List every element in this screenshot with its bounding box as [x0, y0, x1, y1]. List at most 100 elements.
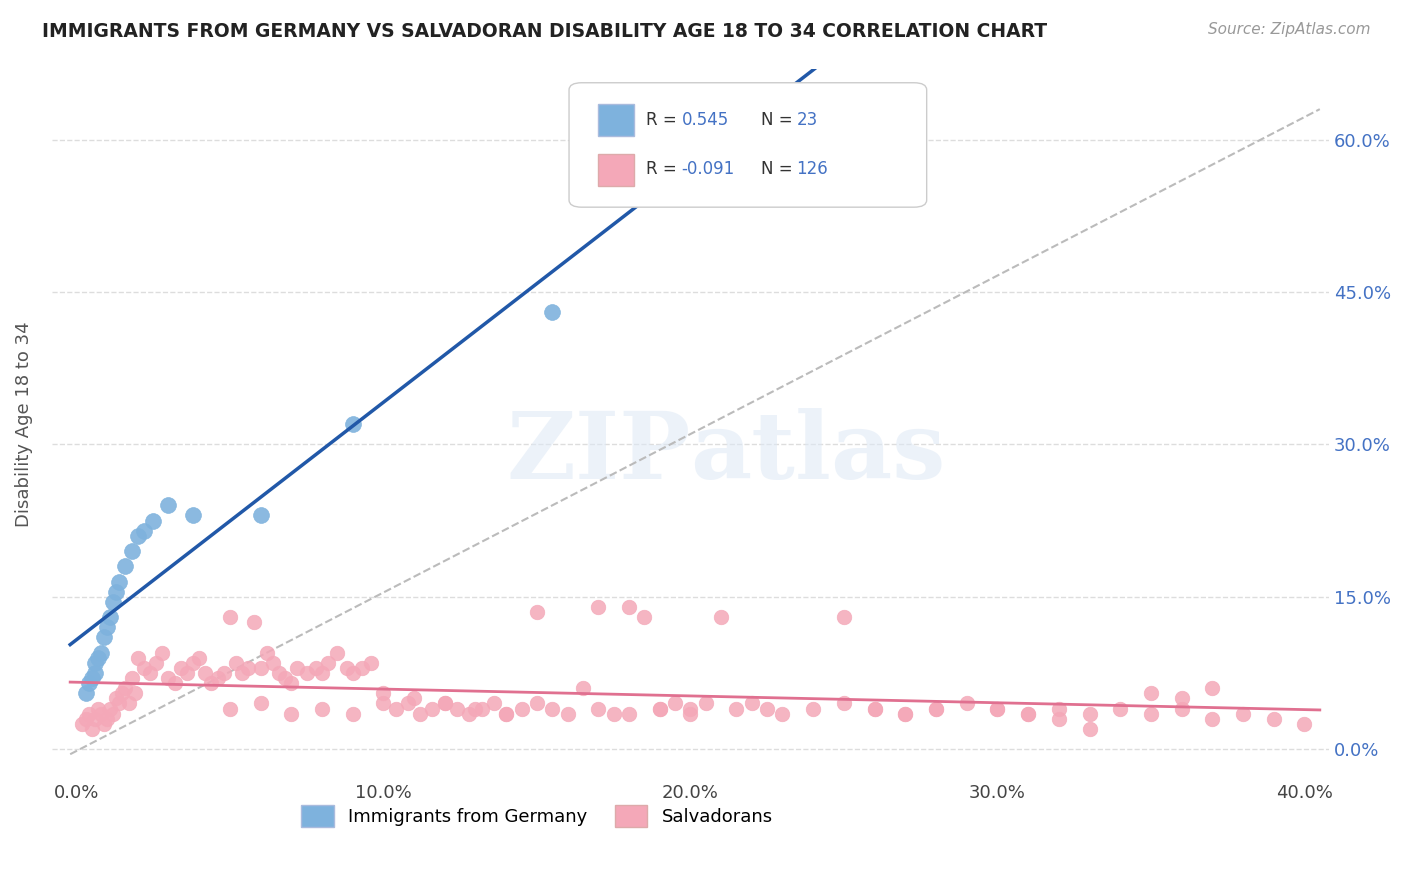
Point: [72, 716, 94, 731]
Point: [433, 697, 456, 711]
Point: [117, 697, 139, 711]
Point: [311, 701, 333, 715]
Point: [132, 524, 155, 538]
Point: [1047, 701, 1070, 715]
Point: [863, 701, 886, 715]
Point: [572, 681, 595, 696]
Point: [316, 656, 339, 670]
Point: [127, 529, 149, 543]
Point: [1140, 686, 1163, 700]
Point: [495, 706, 517, 721]
Point: [150, 646, 173, 660]
Point: [925, 701, 948, 715]
Point: [373, 697, 395, 711]
Point: [384, 701, 406, 715]
Point: [249, 508, 271, 523]
Point: [75, 686, 97, 700]
Point: [588, 701, 610, 715]
Point: [163, 676, 186, 690]
Point: [458, 706, 481, 721]
Point: [1078, 706, 1101, 721]
Text: 126: 126: [796, 161, 828, 178]
Point: [433, 697, 456, 711]
Point: [83, 656, 105, 670]
Point: [1263, 712, 1285, 726]
Point: [170, 661, 193, 675]
Point: [422, 701, 444, 715]
Point: [679, 706, 702, 721]
Point: [1170, 701, 1192, 715]
Point: [90, 646, 112, 660]
Point: [510, 701, 533, 715]
Point: [96, 712, 118, 726]
Point: [863, 701, 886, 715]
Point: [396, 697, 419, 711]
Point: [446, 701, 468, 715]
Point: [710, 610, 733, 624]
Legend: Immigrants from Germany, Salvadorans: Immigrants from Germany, Salvadorans: [294, 798, 780, 835]
Point: [541, 701, 564, 715]
Point: [243, 615, 266, 629]
Point: [124, 686, 146, 700]
Text: R =: R =: [645, 161, 676, 178]
Point: [1294, 716, 1316, 731]
Point: [925, 701, 948, 715]
Point: [105, 691, 128, 706]
Point: [482, 697, 505, 711]
Point: [108, 574, 131, 589]
Point: [402, 691, 425, 706]
Text: atlas: atlas: [690, 408, 946, 498]
Point: [756, 701, 779, 715]
Point: [274, 671, 297, 685]
Point: [648, 701, 671, 715]
FancyBboxPatch shape: [599, 153, 634, 186]
Point: [305, 661, 328, 675]
Point: [181, 508, 204, 523]
Point: [181, 656, 204, 670]
Point: [342, 706, 364, 721]
Point: [80, 671, 103, 685]
Point: [648, 701, 671, 715]
Point: [894, 706, 917, 721]
Point: [1170, 691, 1192, 706]
Point: [98, 610, 121, 624]
Point: [157, 671, 180, 685]
Point: [741, 697, 763, 711]
Point: [342, 665, 364, 680]
Point: [101, 706, 124, 721]
Point: [188, 650, 211, 665]
Text: IMMIGRANTS FROM GERMANY VS SALVADORAN DISABILITY AGE 18 TO 34 CORRELATION CHART: IMMIGRANTS FROM GERMANY VS SALVADORAN DI…: [42, 22, 1047, 41]
Point: [121, 544, 143, 558]
Point: [409, 706, 432, 721]
Point: [249, 697, 271, 711]
Point: [335, 661, 357, 675]
Point: [200, 676, 222, 690]
Point: [1047, 712, 1070, 726]
Point: [212, 665, 235, 680]
Point: [360, 656, 382, 670]
Text: 23: 23: [796, 111, 818, 128]
Point: [111, 686, 134, 700]
Point: [495, 706, 517, 721]
Point: [157, 499, 180, 513]
Point: [93, 716, 115, 731]
Text: N =: N =: [761, 161, 792, 178]
Point: [287, 661, 309, 675]
Point: [121, 671, 143, 685]
Point: [262, 656, 284, 670]
Text: N =: N =: [761, 111, 792, 128]
Point: [1078, 722, 1101, 736]
Point: [139, 665, 162, 680]
Point: [280, 676, 302, 690]
Point: [83, 665, 105, 680]
Point: [77, 706, 100, 721]
Point: [218, 701, 240, 715]
Point: [342, 417, 364, 431]
Point: [249, 661, 271, 675]
Point: [373, 686, 395, 700]
Point: [93, 631, 115, 645]
Point: [83, 712, 105, 726]
Point: [588, 599, 610, 614]
Point: [471, 701, 494, 715]
Point: [1017, 706, 1039, 721]
